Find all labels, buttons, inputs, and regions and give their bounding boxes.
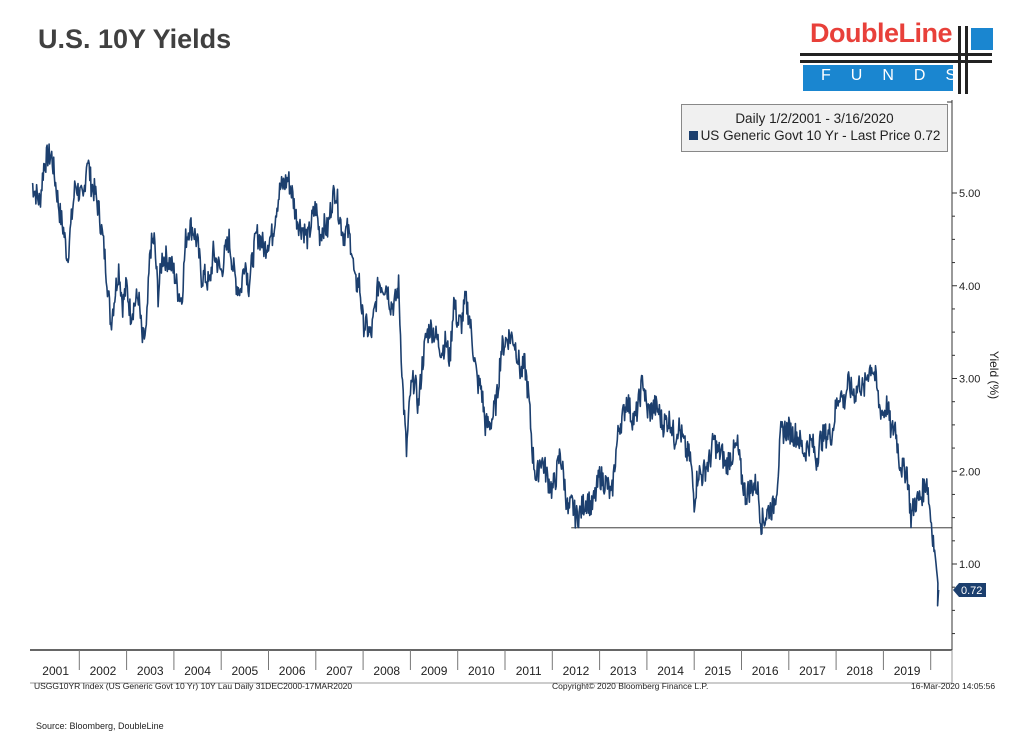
x-tick-label: 2018: [846, 664, 873, 678]
x-tick-label: 2011: [516, 664, 542, 678]
logo-text: DoubleLine: [810, 18, 953, 48]
x-tick-label: 2007: [326, 664, 353, 678]
chart-legend: Daily 1/2/2001 - 3/16/2020 US Generic Go…: [681, 104, 948, 152]
footer-timestamp: 16-Mar-2020 14:05:56: [911, 681, 996, 691]
last-price-label: 0.72: [961, 585, 982, 597]
x-tick-label: 2002: [90, 664, 117, 678]
y-axis-label: Yield (%): [987, 350, 1002, 400]
x-tick-label: 2014: [657, 664, 684, 678]
x-tick-label: 2013: [610, 664, 637, 678]
x-tick-label: 2010: [468, 664, 495, 678]
yield-series-line: [31, 143, 940, 607]
legend-series-label: US Generic Govt 10 Yr - Last Price 0.72: [700, 128, 941, 143]
x-tick-label: 2012: [563, 664, 590, 678]
logo-subtext: FUNDS: [821, 67, 977, 84]
y-tick-label: 1.00: [959, 559, 980, 571]
x-tick-label: 2019: [894, 664, 921, 678]
x-tick-label: 2003: [137, 664, 164, 678]
footer-copyright: Copyright© 2020 Bloomberg Finance L.P.: [552, 681, 709, 691]
doubleline-logo: DoubleLine FUNDS: [800, 18, 1000, 94]
x-tick-label: 2017: [799, 664, 826, 678]
y-tick-label: 3.00: [959, 374, 980, 386]
y-tick-label: 4.00: [959, 281, 980, 293]
x-tick-label: 2005: [231, 664, 258, 678]
legend-swatch: [688, 131, 698, 140]
x-tick-label: 2016: [752, 664, 779, 678]
footer-index-info: USGG10YR Index (US Generic Govt 10 Yr) 1…: [34, 681, 353, 691]
source-note: Source: Bloomberg, DoubleLine: [36, 721, 164, 731]
x-tick-label: 2009: [421, 664, 448, 678]
x-tick-label: 2008: [373, 664, 400, 678]
page-title: U.S. 10Y Yields: [38, 24, 232, 54]
y-tick-label: 2.00: [959, 466, 980, 478]
x-tick-label: 2004: [184, 664, 211, 678]
x-tick-label: 2001: [42, 664, 69, 678]
x-tick-label: 2006: [279, 664, 306, 678]
last-price-tag: [953, 582, 986, 597]
y-tick-label: 5.00: [959, 188, 980, 200]
legend-date-range: Daily 1/2/2001 - 3/16/2020: [735, 111, 894, 126]
x-tick-label: 2015: [704, 664, 731, 678]
